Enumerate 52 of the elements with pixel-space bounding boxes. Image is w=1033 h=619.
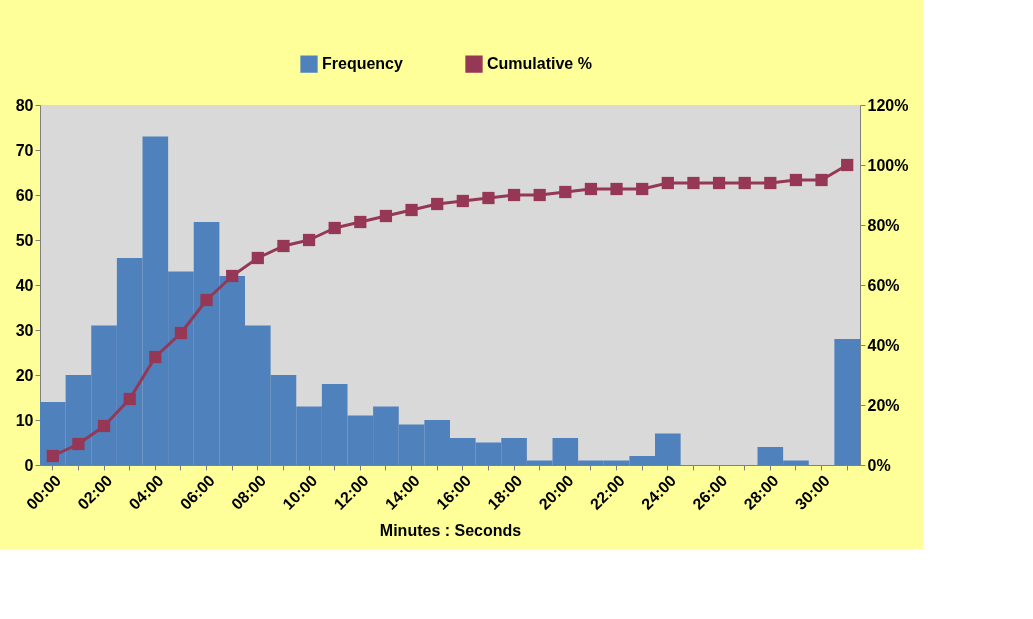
point — [841, 158, 854, 172]
y-tick-label: 40 — [15, 276, 34, 294]
point — [277, 239, 290, 253]
point — [328, 221, 341, 235]
point — [456, 194, 469, 208]
y2-tick-label: 100% — [867, 156, 909, 174]
y2-tick-label: 20% — [867, 396, 900, 414]
y2-tick-label: 60% — [867, 276, 900, 294]
x-axis-title: Minutes : Seconds — [379, 521, 522, 539]
bar — [834, 339, 860, 465]
y-tick-label: 50 — [15, 231, 34, 249]
y-tick-label: 20 — [15, 366, 34, 384]
point — [610, 182, 623, 196]
point — [661, 176, 674, 190]
point — [815, 173, 828, 187]
y-tick-label: 70 — [15, 141, 34, 159]
y-tick-label: 10 — [15, 411, 34, 429]
point — [226, 269, 239, 283]
point — [149, 350, 162, 364]
point — [636, 182, 649, 196]
y2-tick-label: 0% — [867, 456, 891, 474]
legend-label: Frequency — [322, 55, 404, 73]
point — [559, 185, 572, 199]
point — [354, 215, 367, 229]
point — [302, 233, 316, 247]
point — [789, 173, 803, 187]
point — [431, 197, 444, 211]
point — [712, 176, 726, 190]
y2-tick-label: 40% — [867, 336, 900, 354]
point — [533, 188, 546, 202]
legend-label: Cumulative % — [487, 55, 592, 73]
y-tick-label: 0 — [24, 456, 34, 474]
y-tick-label: 80 — [15, 96, 34, 114]
point — [584, 182, 598, 196]
point — [174, 326, 188, 340]
y-tick-label: 60 — [15, 186, 34, 204]
point — [405, 203, 418, 217]
point — [200, 293, 213, 307]
y-tick-label: 30 — [15, 321, 34, 339]
point — [251, 251, 264, 265]
point — [687, 176, 700, 190]
point — [46, 449, 59, 463]
point — [764, 176, 777, 190]
y2-tick-label: 80% — [867, 216, 900, 234]
point — [72, 437, 85, 451]
point — [379, 209, 393, 223]
point — [738, 176, 751, 190]
point — [482, 191, 495, 205]
point — [97, 419, 111, 433]
point — [123, 392, 136, 406]
point — [507, 188, 521, 202]
y2-tick-label: 120% — [867, 96, 909, 114]
